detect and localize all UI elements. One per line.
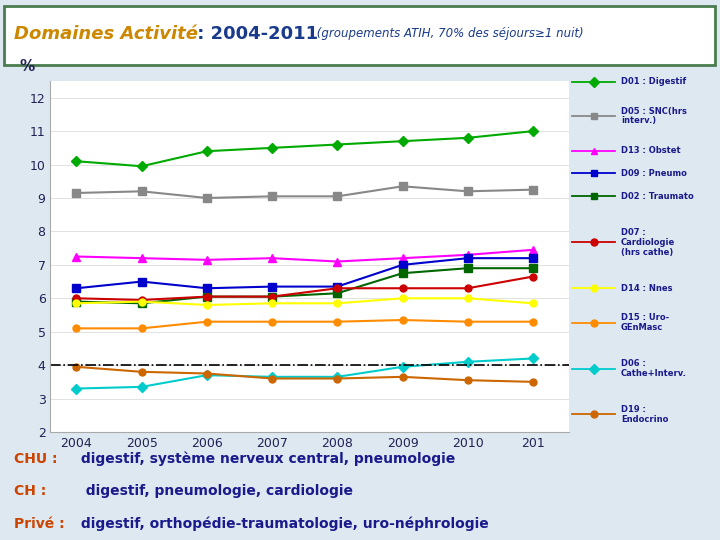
Text: Domaines Activité: Domaines Activité xyxy=(14,25,199,43)
Text: digestif, pneumologie, cardiologie: digestif, pneumologie, cardiologie xyxy=(76,484,353,498)
Text: (groupements ATIH, 70% des séjours≥1 nuit): (groupements ATIH, 70% des séjours≥1 nui… xyxy=(313,27,584,40)
Text: Privé :: Privé : xyxy=(14,517,70,531)
Text: D05 : SNC(hrs
interv.): D05 : SNC(hrs interv.) xyxy=(621,107,687,125)
Text: CH :: CH : xyxy=(14,484,56,498)
Text: D01 : Digestif: D01 : Digestif xyxy=(621,77,686,86)
Text: : 2004-2011: : 2004-2011 xyxy=(191,25,318,43)
Text: %: % xyxy=(19,59,35,74)
Text: digestif, orthopédie-traumatologie, uro-néphrologie: digestif, orthopédie-traumatologie, uro-… xyxy=(76,517,488,531)
Text: D15 : Uro-
GEnMasc: D15 : Uro- GEnMasc xyxy=(621,313,669,332)
Text: D13 : Obstet: D13 : Obstet xyxy=(621,146,680,155)
Text: D07 :
Cardiologie
(hrs cathe): D07 : Cardiologie (hrs cathe) xyxy=(621,228,675,256)
Text: D14 : Nnes: D14 : Nnes xyxy=(621,284,672,293)
Text: D02 : Traumato: D02 : Traumato xyxy=(621,192,693,201)
Text: CHU :: CHU : xyxy=(14,452,63,466)
FancyBboxPatch shape xyxy=(4,5,715,65)
Text: D19 :
Endocrino: D19 : Endocrino xyxy=(621,405,668,424)
Text: D06 :
Cathe+Interv.: D06 : Cathe+Interv. xyxy=(621,359,687,378)
Text: digestif, système nerveux central, pneumologie: digestif, système nerveux central, pneum… xyxy=(76,452,455,466)
Text: D09 : Pneumo: D09 : Pneumo xyxy=(621,169,687,178)
